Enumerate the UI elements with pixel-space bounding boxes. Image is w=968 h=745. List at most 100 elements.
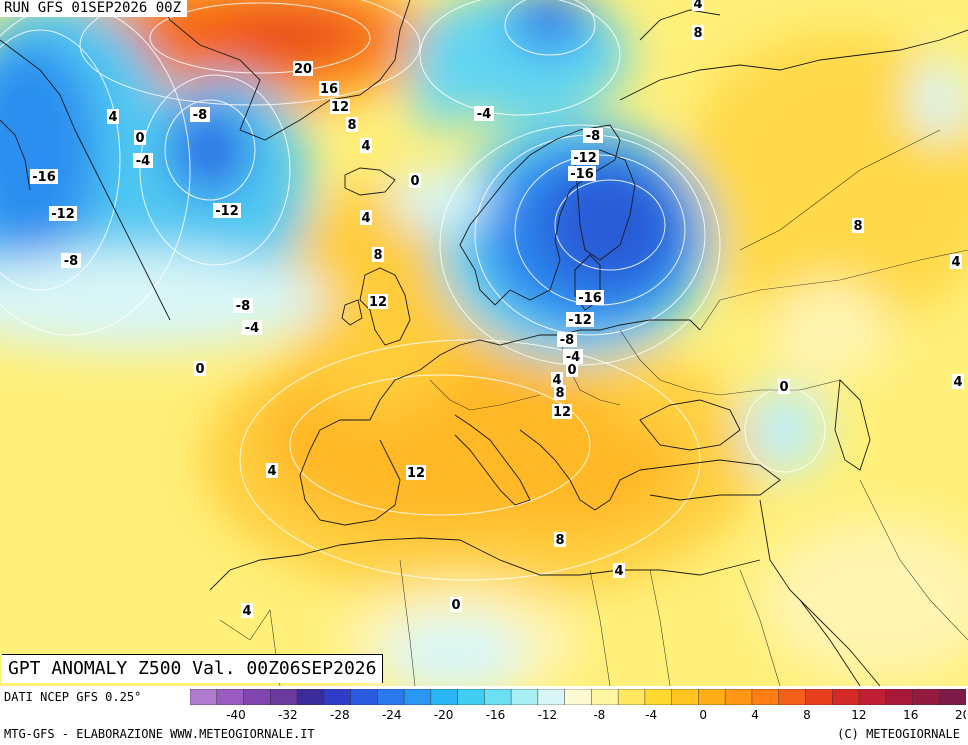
colorbar-swatch <box>430 689 459 705</box>
contour-label: -4 <box>242 320 262 336</box>
svg-text:4: 4 <box>267 464 276 479</box>
contour-label: 4 <box>360 210 372 226</box>
contour-label: 12 <box>552 404 572 420</box>
colorbar-tick-label: -28 <box>330 708 350 722</box>
contour-label: 4 <box>107 109 119 125</box>
colorbar-tick-label: -24 <box>382 708 402 722</box>
svg-text:12: 12 <box>553 405 571 420</box>
contour-lines <box>0 0 826 581</box>
svg-text:8: 8 <box>373 248 382 263</box>
colorbar-swatch <box>457 689 486 705</box>
colorbar-swatch <box>484 689 512 705</box>
colorbar-swatch <box>617 689 646 705</box>
svg-text:-12: -12 <box>568 313 592 328</box>
colorbar-swatch <box>831 689 860 705</box>
svg-text:-12: -12 <box>51 207 75 222</box>
contour-label: 4 <box>952 374 964 390</box>
colorbar <box>190 689 966 705</box>
contour-label: 0 <box>194 361 206 377</box>
contour-label: -12 <box>49 206 77 222</box>
colorbar-swatch <box>270 689 298 705</box>
colorbar-swatch <box>510 689 539 705</box>
svg-text:-12: -12 <box>573 151 597 166</box>
svg-text:4: 4 <box>953 375 962 390</box>
colorbar-tick-label: 16 <box>903 708 918 722</box>
run-title: RUN GFS 01SEP2026 00Z <box>0 0 188 17</box>
contour-label: 4 <box>241 603 253 619</box>
svg-text:4: 4 <box>361 139 370 154</box>
colorbar-swatch <box>698 689 726 705</box>
contour-label: 0 <box>778 379 790 395</box>
colorbar-tick-label: -32 <box>278 708 298 722</box>
contour-label: 8 <box>852 218 864 234</box>
svg-text:4: 4 <box>242 604 251 619</box>
contour-label: -8 <box>583 128 603 144</box>
colorbar-swatch <box>805 689 833 705</box>
colorbar-tick-label: -20 <box>434 708 454 722</box>
svg-text:4: 4 <box>693 0 702 12</box>
svg-text:4: 4 <box>361 211 370 226</box>
colorbar-swatch <box>537 689 566 705</box>
svg-text:-8: -8 <box>560 333 574 348</box>
contour-label: 8 <box>554 385 566 401</box>
contour-label: 12 <box>406 465 426 481</box>
svg-text:-4: -4 <box>245 321 259 336</box>
colorbar-swatch <box>885 689 914 705</box>
colorbar-swatch <box>350 689 379 705</box>
colorbar-swatch <box>778 689 807 705</box>
contour-label: 20 <box>293 61 313 77</box>
svg-text:4: 4 <box>552 373 561 388</box>
colorbar-swatch <box>591 689 619 705</box>
svg-text:8: 8 <box>347 118 356 133</box>
contour-label: -8 <box>61 253 81 269</box>
svg-text:12: 12 <box>369 295 387 310</box>
contour-label: 0 <box>409 173 421 189</box>
svg-text:0: 0 <box>195 362 204 377</box>
svg-text:8: 8 <box>555 386 564 401</box>
svg-text:0: 0 <box>410 174 419 189</box>
credit-right: (C) METEOGIORNALE <box>837 727 960 741</box>
colorbar-tick-label: -8 <box>593 708 605 722</box>
contour-label: -12 <box>571 150 599 166</box>
contour-label: 8 <box>692 25 704 41</box>
svg-text:-8: -8 <box>193 108 207 123</box>
colorbar-swatch <box>644 689 673 705</box>
colorbar-swatch <box>243 689 272 705</box>
contour-label: -12 <box>566 312 594 328</box>
svg-text:4: 4 <box>108 110 117 125</box>
colorbar-swatch <box>564 689 593 705</box>
svg-text:0: 0 <box>779 380 788 395</box>
svg-text:-4: -4 <box>477 107 491 122</box>
contour-label: 12 <box>330 99 350 115</box>
svg-text:8: 8 <box>555 533 564 548</box>
svg-text:-16: -16 <box>32 170 56 185</box>
colorbar-swatch <box>296 689 325 705</box>
svg-text:-4: -4 <box>566 350 580 365</box>
colorbar-tick-label: 0 <box>699 708 707 722</box>
colorbar-swatch <box>912 689 940 705</box>
svg-text:12: 12 <box>407 466 425 481</box>
svg-text:-16: -16 <box>578 291 602 306</box>
colorbar-swatch <box>671 689 700 705</box>
svg-text:8: 8 <box>693 26 702 41</box>
contour-label-group: 2016128440-4-16-12-8-8-12-8-40404812-4-8… <box>30 0 964 619</box>
contour-label: -8 <box>233 298 253 314</box>
contour-label: -16 <box>576 290 604 306</box>
contour-label: 12 <box>368 294 388 310</box>
contour-label: 4 <box>360 138 372 154</box>
colorbar-swatch <box>190 689 218 705</box>
colorbar-tick-label: 4 <box>751 708 759 722</box>
svg-text:20: 20 <box>294 62 312 77</box>
svg-text:-8: -8 <box>236 299 250 314</box>
colorbar-swatch <box>751 689 780 705</box>
colorbar-swatch <box>323 689 352 705</box>
contour-label: 16 <box>319 81 339 97</box>
colorbar-tick-label: -40 <box>226 708 246 722</box>
svg-text:12: 12 <box>331 100 349 115</box>
coastlines <box>0 0 968 686</box>
contour-label: -8 <box>190 107 210 123</box>
colorbar-tick-label: -4 <box>645 708 657 722</box>
svg-text:0: 0 <box>135 131 144 146</box>
contour-label: 4 <box>613 563 625 579</box>
colorbar-swatch <box>377 689 405 705</box>
